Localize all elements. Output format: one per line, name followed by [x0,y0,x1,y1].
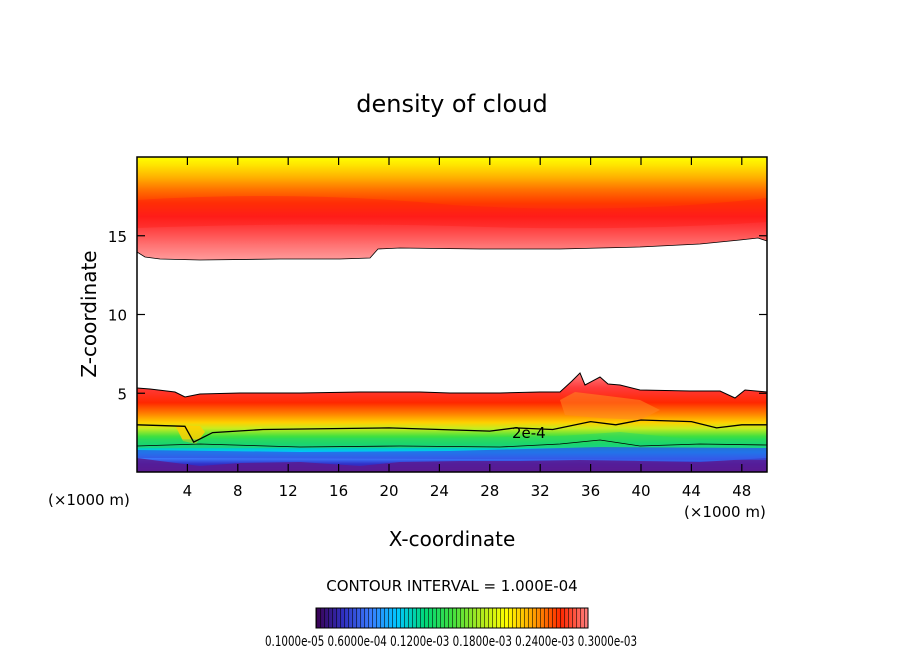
x-tick-label: 4 [183,482,193,500]
contour-interval-text: CONTOUR INTERVAL = 1.000E-04 [326,577,577,595]
x-tick-label: 24 [430,482,449,500]
contour-2e-4 [137,419,767,443]
y-axis: 5 10 15 [108,228,767,403]
plot-area [137,157,767,472]
x-tick-label: 28 [480,482,499,500]
x-axis-title: X-coordinate [389,527,516,551]
x-tick-label: 32 [531,482,550,500]
x-unit-left: (×1000 m) [48,491,130,509]
x-tick-label: 48 [732,482,751,500]
colorbar-segments [316,608,588,628]
x-tick-label: 16 [329,482,348,500]
lower-cloud-active-zone [560,392,660,420]
lower-cloud-base-blue [137,447,767,460]
contour-label: 2e-4 [512,424,546,442]
x-unit-right: (×1000 m) [684,503,766,521]
x-tick-label: 20 [379,482,398,500]
x-tick-label: 44 [682,482,701,500]
x-tick-label: 36 [581,482,600,500]
colorbar-frame [315,607,589,629]
upper-cloud-layer [137,157,767,260]
colorbar-labels: 0.1000e-05 0.6000e-04 0.1200e-03 0.1800e… [265,634,637,650]
upper-cloud-edge [137,237,767,261]
contour-line-lower [137,439,767,448]
y-tick-label: 10 [108,307,127,325]
lower-cloud-base-purple [137,458,767,472]
chart-title: density of cloud [356,90,547,118]
y-axis-title: Z-coordinate [77,250,101,377]
x-tick-label: 8 [233,482,243,500]
y-tick-label: 15 [108,228,127,246]
upper-cloud-core [137,196,767,229]
x-tick-label: 12 [279,482,298,500]
lower-cloud-green-band [137,432,767,448]
contour-line-upper-low [137,372,767,399]
y-tick-label: 5 [117,385,127,403]
colorbar [315,607,589,629]
x-tick-label: 40 [631,482,650,500]
x-axis: 4 8 12 16 20 24 28 32 36 40 44 48 [183,157,751,500]
